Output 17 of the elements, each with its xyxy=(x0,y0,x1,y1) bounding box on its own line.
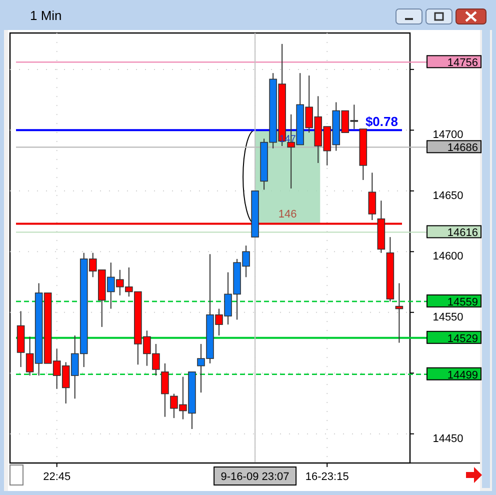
y-tick-label: 14550 xyxy=(432,311,464,324)
y-tick-label: 14700 xyxy=(432,129,464,142)
y-tick-label: 14600 xyxy=(432,250,464,263)
x-tick-label: 16-23:15 xyxy=(305,471,349,483)
chart-title: 1 Min xyxy=(30,8,62,23)
annotation: 146 xyxy=(278,208,297,221)
y-tick-label: 14650 xyxy=(432,190,464,202)
ref-line-label: 14686 xyxy=(447,142,478,154)
ref-line-label: 14559 xyxy=(447,296,478,308)
annotation: $0.78 xyxy=(365,114,398,130)
y-tick-label: 14450 xyxy=(432,432,464,445)
ref-line-label: 14499 xyxy=(447,369,478,382)
x-tick-label: 22:45 xyxy=(43,471,71,483)
ref-line-label: 14756 xyxy=(447,57,478,70)
x-tick-label: 9-16-09 23:07 xyxy=(220,471,290,483)
ref-line-label: 14529 xyxy=(447,332,478,345)
ref-line-label: 14616 xyxy=(447,227,478,240)
